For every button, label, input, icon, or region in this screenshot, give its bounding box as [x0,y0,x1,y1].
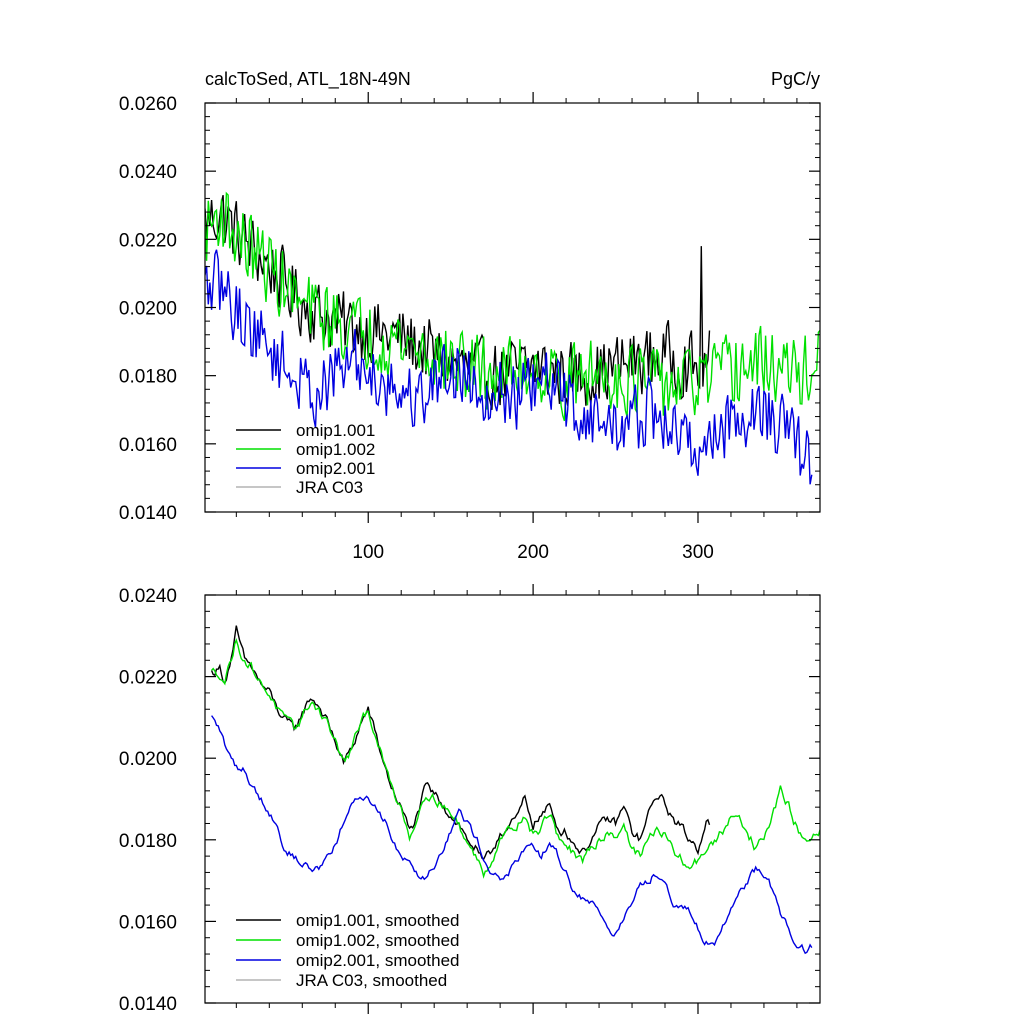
bottom-legend-label-3: omip2.001, smoothed [296,951,460,970]
top-panel: calcToSed, ATL_18N-49N PgC/y 0.0260 0.024… [119,69,821,563]
top-plot-area: 0.0260 0.0240 0.0220 0.0200 0.0180 0.0160 0.01… [119,92,821,563]
bottom-y-tick-label: 0.0240 [119,586,177,607]
bottom-series-line-2 [211,637,820,879]
top-series-line-1 [205,194,711,411]
top-chart-title: calcToSed, ATL_18N-49N [205,69,411,90]
bottom-legend-label-4: JRA C03, smoothed [296,971,447,990]
bottom-legend-label-1: omip1.001, smoothed [296,911,460,930]
top-legend-label-3: omip2.001 [296,459,375,478]
top-y-tick-label: 0.0180 [119,367,177,388]
bottom-legend-label-2: omip1.002, smoothed [296,931,460,950]
bottom-plot-area: 0.0240 0.0220 0.0200 0.0180 0.0160 0.0140 [119,584,821,1015]
top-x-tick-label: 100 [352,542,384,563]
top-legend-label-1: omip1.001 [296,421,375,440]
top-y-tick-label: 0.0240 [119,162,177,183]
bottom-y-tick-label: 0.0220 [119,668,177,689]
top-y-tick-label: 0.0160 [119,435,177,456]
bottom-y-tick-label: 0.0140 [119,994,177,1015]
top-legend-label-2: omip1.002 [296,440,375,459]
top-chart-units: PgC/y [771,69,820,89]
top-x-tick-label: 200 [517,542,549,563]
bottom-panel: 0.0240 0.0220 0.0200 0.0180 0.0160 0.0140 omi… [119,584,821,1015]
bottom-y-tick-label: 0.0160 [119,912,177,933]
bottom-series-line-3 [211,715,813,955]
bottom-plot-frame [204,594,821,1004]
bottom-y-tick-label: 0.0180 [119,831,177,852]
top-y-tick-label: 0.0220 [119,230,177,251]
top-y-tick-label: 0.0260 [119,94,177,115]
top-series-line-3 [205,249,813,485]
top-x-tick-label: 300 [682,542,714,563]
top-y-tick-label: 0.0200 [119,299,177,320]
bottom-y-tick-label: 0.0200 [119,749,177,770]
top-y-tick-label: 0.0140 [119,503,177,524]
bottom-series-line-1 [210,625,711,861]
top-legend-label-4: JRA C03 [296,478,363,497]
